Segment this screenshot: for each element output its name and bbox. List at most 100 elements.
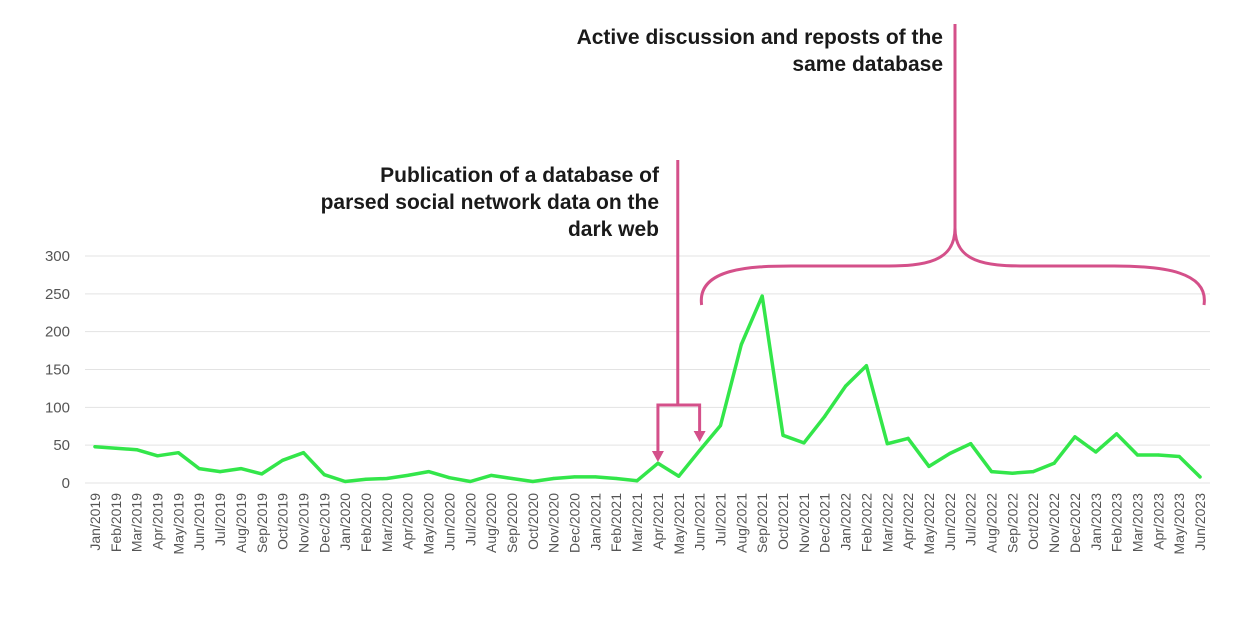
x-tick-dec-2019: Dec/2019 xyxy=(316,493,332,553)
data-point xyxy=(989,470,994,474)
x-tick-apr-2021: Apr/2021 xyxy=(650,493,666,550)
x-tick-nov-2019: Nov/2019 xyxy=(295,493,311,553)
data-point xyxy=(1052,461,1056,465)
data-point xyxy=(1115,432,1119,436)
x-tick-may-2021: May/2021 xyxy=(671,493,687,555)
x-tick-mar-2023: Mar/2023 xyxy=(1129,493,1145,552)
x-tick-aug-2020: Aug/2020 xyxy=(483,493,499,553)
data-point xyxy=(510,476,514,481)
data-point xyxy=(489,473,493,478)
y-tick-100: 100 xyxy=(45,399,70,416)
data-point xyxy=(760,294,764,298)
data-point xyxy=(1010,471,1014,475)
x-tick-jul-2022: Jul/2022 xyxy=(963,493,979,546)
data-point xyxy=(969,442,973,446)
x-tick-apr-2019: Apr/2019 xyxy=(150,493,166,550)
data-point xyxy=(406,473,410,478)
y-tick-250: 250 xyxy=(45,286,70,303)
data-point xyxy=(93,445,97,449)
data-point xyxy=(114,446,118,450)
data-point xyxy=(1073,435,1077,439)
data-point xyxy=(906,436,910,440)
x-tick-may-2019: May/2019 xyxy=(170,493,186,555)
x-tick-jun-2023: Jun/2023 xyxy=(1192,493,1208,551)
data-point xyxy=(802,441,806,445)
series-line-mentions xyxy=(93,294,1202,484)
x-tick-jul-2020: Jul/2020 xyxy=(462,493,478,546)
x-tick-apr-2020: Apr/2020 xyxy=(400,493,416,550)
data-point xyxy=(385,476,389,481)
x-tick-jan-2023: Jan/2023 xyxy=(1088,493,1104,551)
y-axis-tick-labels: 0 50 100 150 200 250 300 xyxy=(45,248,70,492)
x-tick-dec-2020: Dec/2020 xyxy=(567,493,583,553)
x-tick-may-2023: May/2023 xyxy=(1171,493,1187,555)
data-point xyxy=(155,454,160,458)
x-tick-may-2020: May/2020 xyxy=(421,493,437,555)
x-tick-feb-2019: Feb/2019 xyxy=(108,493,124,552)
y-tick-0: 0 xyxy=(62,475,70,492)
x-tick-feb-2021: Feb/2021 xyxy=(608,493,624,552)
gridlines xyxy=(85,255,1210,484)
y-tick-150: 150 xyxy=(45,362,70,379)
x-tick-apr-2022: Apr/2022 xyxy=(900,493,916,550)
x-tick-feb-2022: Feb/2022 xyxy=(858,493,874,552)
data-point xyxy=(343,479,347,484)
data-point xyxy=(1198,475,1202,479)
y-tick-300: 300 xyxy=(45,248,70,265)
x-tick-jul-2021: Jul/2021 xyxy=(712,493,728,546)
data-point xyxy=(364,477,368,481)
data-point xyxy=(447,476,452,480)
data-point xyxy=(781,433,785,437)
x-tick-jan-2020: Jan/2020 xyxy=(337,493,353,551)
x-tick-dec-2021: Dec/2021 xyxy=(817,493,833,553)
data-point xyxy=(1156,453,1160,457)
series-layer xyxy=(93,294,1202,484)
data-point xyxy=(531,479,535,484)
data-point xyxy=(698,448,702,453)
data-point xyxy=(718,423,723,428)
data-point xyxy=(552,476,556,481)
data-point xyxy=(1094,450,1098,454)
data-point xyxy=(281,458,285,462)
data-point xyxy=(739,342,743,347)
data-point xyxy=(197,467,201,471)
x-tick-aug-2022: Aug/2022 xyxy=(984,493,1000,553)
data-point xyxy=(301,451,306,455)
x-tick-sep-2022: Sep/2022 xyxy=(1004,493,1020,553)
x-tick-dec-2022: Dec/2022 xyxy=(1067,493,1083,553)
data-point xyxy=(176,451,180,455)
x-tick-jun-2019: Jun/2019 xyxy=(191,493,207,551)
x-tick-mar-2019: Mar/2019 xyxy=(129,493,145,552)
data-point xyxy=(656,461,660,465)
data-point xyxy=(218,470,222,474)
x-tick-oct-2020: Oct/2020 xyxy=(525,493,541,550)
x-tick-sep-2019: Sep/2019 xyxy=(254,493,270,553)
arrowhead-apr-2021 xyxy=(651,451,664,462)
x-tick-nov-2021: Nov/2021 xyxy=(796,493,812,553)
data-point xyxy=(426,470,431,474)
data-point xyxy=(635,479,639,483)
x-axis-tick-labels: Jan/2019 Feb/2019 Mar/2019 Apr/2019 May/2019… xyxy=(87,493,1208,555)
data-point xyxy=(614,476,618,481)
x-tick-mar-2021: Mar/2021 xyxy=(629,493,645,552)
x-tick-oct-2022: Oct/2022 xyxy=(1025,493,1041,550)
x-tick-feb-2023: Feb/2023 xyxy=(1109,493,1125,552)
data-point xyxy=(823,414,827,419)
x-tick-mar-2020: Mar/2020 xyxy=(379,493,395,552)
x-tick-feb-2020: Feb/2020 xyxy=(358,493,374,552)
x-tick-nov-2022: Nov/2022 xyxy=(1046,493,1062,553)
data-point xyxy=(885,442,889,446)
x-tick-sep-2021: Sep/2021 xyxy=(754,493,770,553)
x-tick-mar-2022: Mar/2022 xyxy=(879,493,895,552)
arrowhead-jun-2021 xyxy=(693,431,706,442)
y-tick-50: 50 xyxy=(53,437,70,454)
x-tick-nov-2020: Nov/2020 xyxy=(546,493,562,553)
data-point xyxy=(468,479,472,484)
data-point xyxy=(593,475,597,479)
data-point xyxy=(260,472,264,476)
data-point xyxy=(239,467,243,471)
data-point xyxy=(948,451,952,456)
data-point xyxy=(572,475,577,479)
data-point xyxy=(1031,470,1035,474)
data-point xyxy=(864,364,869,368)
